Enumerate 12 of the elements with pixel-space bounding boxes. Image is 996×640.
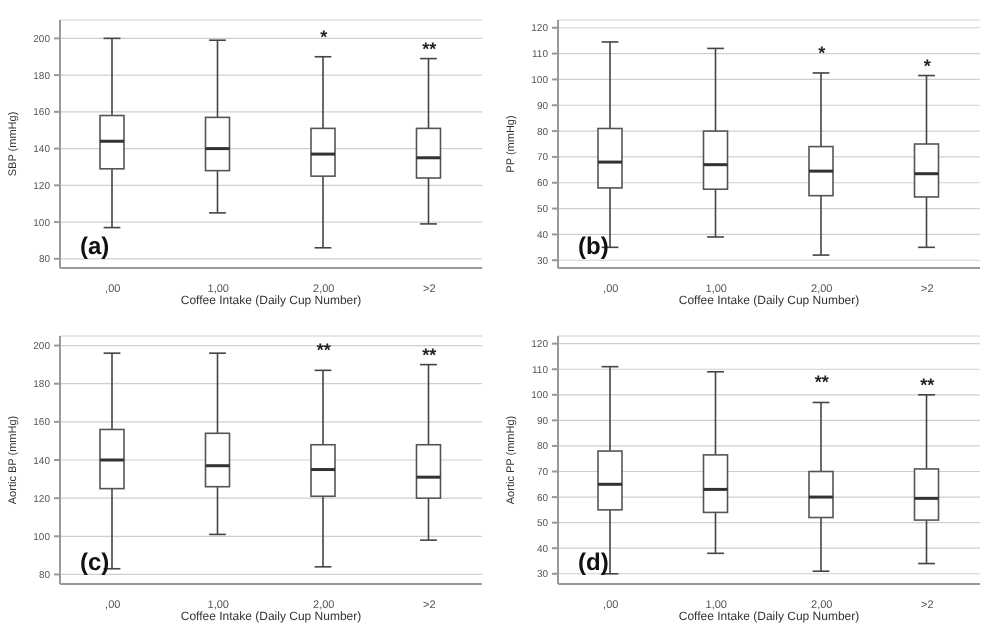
annotation: (d)	[578, 548, 609, 576]
annotation: *	[923, 55, 932, 76]
annotation: **	[920, 374, 936, 395]
annotation: **	[422, 38, 438, 59]
annotation: **	[316, 340, 332, 361]
annotation: *	[818, 42, 827, 63]
annotation: (a)	[80, 232, 110, 260]
annotation: *	[320, 26, 329, 47]
annotation: (b)	[578, 232, 609, 260]
annotation: **	[814, 372, 830, 393]
annotation: (c)	[80, 548, 110, 576]
annotation: **	[422, 344, 438, 365]
